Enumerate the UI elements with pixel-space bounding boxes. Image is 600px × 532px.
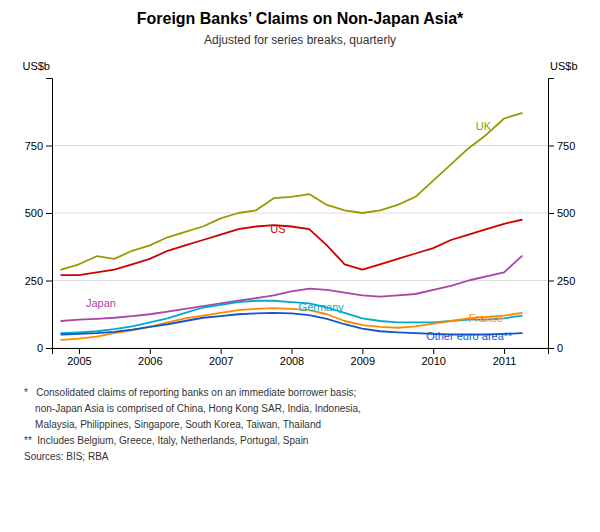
footnote: ** Includes Belgium, Greece, Italy, Neth…: [24, 435, 308, 446]
tick-mark: [221, 348, 222, 354]
tick-mark: [548, 348, 554, 349]
tick: 250: [25, 275, 52, 287]
series-line: [61, 220, 522, 275]
tick-mark: [46, 281, 52, 282]
tick-mark: [504, 348, 505, 354]
tick-mark: [46, 348, 52, 349]
tick-label: 750: [557, 140, 575, 152]
tick-label: 250: [557, 275, 575, 287]
x-axis: 2005 2006 2007 2008 2009 2010 2011: [53, 348, 549, 367]
tick-mark: [291, 348, 292, 354]
series-line: [61, 301, 522, 333]
tick: 2008: [280, 348, 304, 367]
tick-label: 0: [557, 342, 563, 354]
tick: 0: [548, 342, 563, 354]
series-label: Japan: [86, 297, 116, 309]
tick-label: 2011: [493, 355, 517, 367]
tick: 500: [25, 207, 52, 219]
series-label: US: [270, 223, 285, 235]
tick: 2006: [138, 348, 162, 367]
tick-mark: [362, 348, 363, 354]
lines: [61, 113, 522, 340]
y-axis: 0 250 500 750: [25, 79, 53, 355]
tick: 750: [548, 140, 575, 152]
footnote: non-Japan Asia is comprised of China, Ho…: [24, 403, 361, 414]
tick-label: 2010: [421, 355, 445, 367]
tick-label: 2008: [280, 355, 304, 367]
tick-label: 500: [557, 207, 575, 219]
series-label: Germany: [299, 301, 345, 313]
tick-label: 250: [25, 275, 43, 287]
tick: 2011: [493, 348, 517, 367]
tick-mark: [79, 348, 80, 354]
tick: 2009: [351, 348, 375, 367]
tick: 2005: [67, 348, 91, 367]
grid-line: [52, 213, 548, 214]
tick-mark: [433, 348, 434, 354]
tick-label: 2007: [209, 355, 233, 367]
tick-mark: [548, 146, 554, 147]
axis-line: [46, 79, 53, 349]
tick: 0: [37, 342, 52, 354]
subtitle: Adjusted for series breaks, quarterly: [204, 33, 396, 47]
tick: 750: [25, 140, 52, 152]
tick-label: 0: [37, 342, 43, 354]
tick-label: 750: [25, 140, 43, 152]
title: Foreign Banks’ Claims on Non-Japan Asia*: [137, 10, 464, 27]
series-label: UK: [476, 120, 492, 132]
y-axis-label: US$b: [22, 60, 50, 72]
tick-label: 2005: [67, 355, 91, 367]
axis-line: [53, 349, 549, 355]
tick: 250: [548, 275, 575, 287]
tick: 2010: [421, 348, 445, 367]
footnote: Malaysia, Philippines, Singapore, South …: [24, 419, 321, 430]
tick-label: 2006: [138, 355, 162, 367]
grid: [52, 146, 548, 349]
tick-mark: [548, 213, 554, 214]
footnotes: * Consolidated claims of reporting banks…: [24, 387, 361, 462]
series-line: [61, 256, 522, 321]
tick-label: 2009: [351, 355, 375, 367]
series-line: [61, 113, 522, 270]
tick-mark: [548, 281, 554, 282]
tick-mark: [46, 213, 52, 214]
tick: 500: [548, 207, 575, 219]
y2-axis-label: US$b: [550, 60, 578, 72]
series-label: France: [469, 312, 503, 324]
series-label: Other euro area**: [426, 330, 513, 342]
tick: 2007: [209, 348, 233, 367]
footnote: * Consolidated claims of reporting banks…: [24, 387, 356, 398]
series-labels: UK US Japan Germany France Other euro area**: [86, 120, 513, 342]
tick-mark: [150, 348, 151, 354]
tick-mark: [46, 146, 52, 147]
y2-axis: 0 250 500 750: [548, 79, 575, 355]
plot: 2005200620072008200920102011025050075002…: [25, 79, 576, 367]
chart: Foreign Banks’ Claims on Non-Japan Asia*…: [0, 0, 600, 532]
footnote: Sources: BIS; RBA: [24, 451, 109, 462]
axis-line: [549, 79, 555, 349]
tick-label: 500: [25, 207, 43, 219]
